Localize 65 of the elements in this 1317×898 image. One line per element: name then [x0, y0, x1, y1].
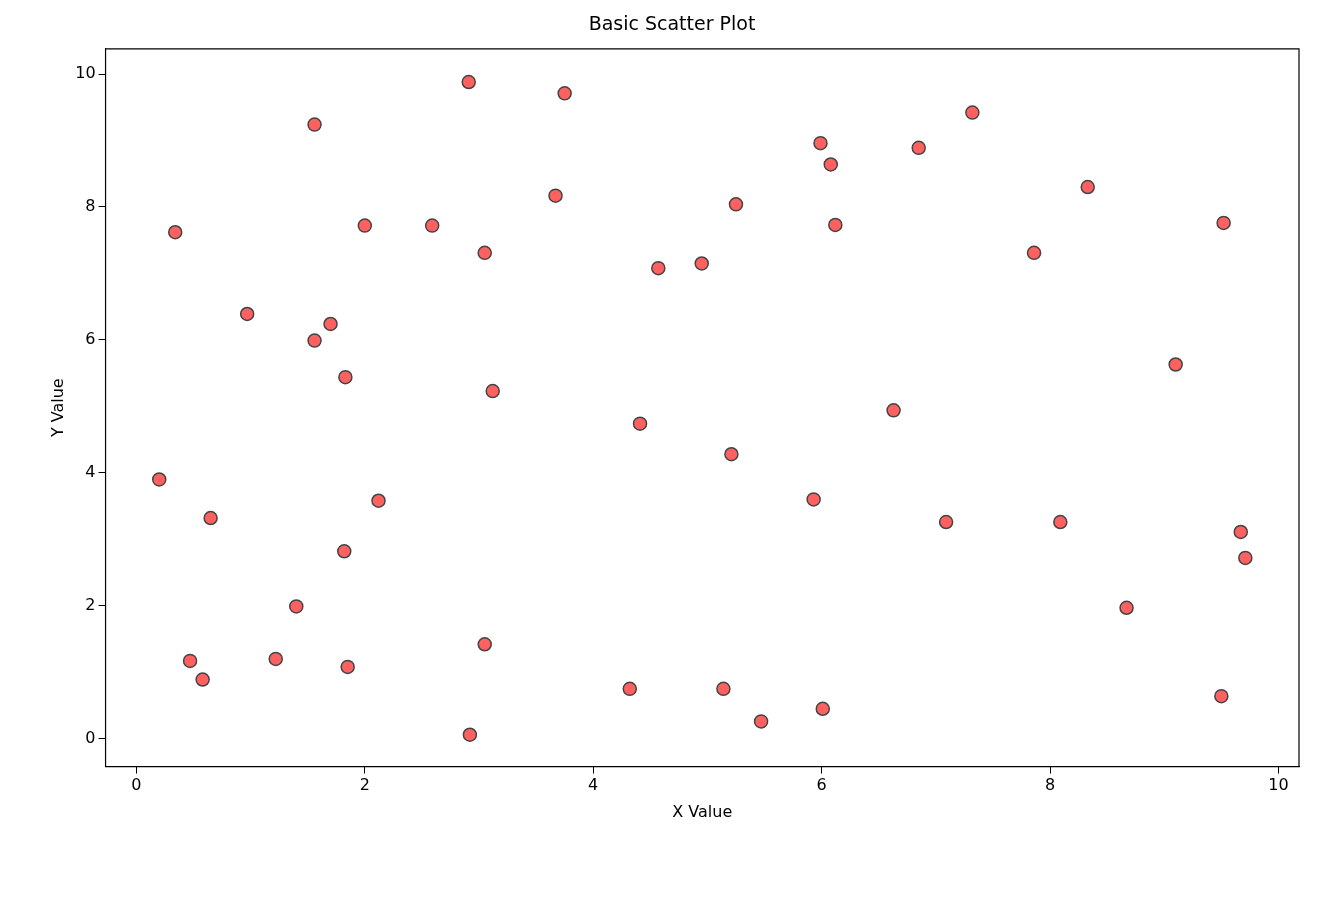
point	[1214, 688, 1229, 704]
point	[965, 105, 980, 120]
point	[823, 157, 839, 172]
point	[911, 140, 926, 156]
point	[938, 514, 954, 530]
point	[622, 681, 638, 697]
point	[151, 472, 167, 487]
point	[724, 446, 739, 462]
point	[1053, 514, 1068, 530]
point	[337, 544, 352, 559]
x-tick-label: 8	[1044, 775, 1056, 795]
x-tick-label: 2	[359, 775, 370, 795]
point	[167, 224, 183, 240]
point	[195, 672, 210, 687]
point	[548, 188, 563, 203]
point	[424, 218, 440, 233]
point	[239, 306, 255, 322]
point	[815, 701, 831, 717]
point	[461, 74, 476, 90]
y-tick-label: 4	[85, 461, 96, 481]
point	[307, 333, 322, 348]
y-tick-label: 0	[85, 727, 96, 747]
point	[268, 651, 283, 667]
chart-title: Basic Scatter Plot	[588, 12, 756, 35]
y-tick-label: 6	[85, 329, 96, 349]
point	[485, 383, 500, 399]
point	[1238, 550, 1253, 566]
point	[716, 681, 731, 697]
x-tick-label: 0	[131, 775, 142, 795]
y-tick-label: 10	[75, 63, 96, 83]
point	[203, 510, 218, 526]
x-tick-label: 6	[816, 775, 827, 795]
point	[694, 256, 709, 271]
point	[338, 369, 353, 385]
point	[886, 403, 901, 418]
point	[477, 245, 492, 261]
point	[806, 492, 821, 507]
point	[340, 659, 355, 675]
point	[357, 218, 373, 233]
point	[753, 714, 769, 729]
point	[813, 135, 828, 151]
point	[557, 86, 572, 101]
point	[632, 416, 648, 431]
x-axis-title: X Value	[672, 801, 733, 821]
point	[1216, 215, 1231, 231]
point	[728, 197, 744, 212]
x-tick-label: 4	[588, 775, 599, 795]
point	[1080, 179, 1095, 195]
point	[1233, 524, 1249, 540]
point	[323, 316, 338, 332]
point	[477, 637, 492, 652]
point	[182, 653, 198, 669]
y-axis-title: Y Value	[47, 378, 67, 439]
point	[1168, 357, 1183, 372]
y-tick-label: 2	[85, 594, 96, 614]
point	[289, 599, 304, 614]
point	[371, 493, 386, 508]
point	[651, 260, 666, 276]
point	[1026, 245, 1042, 261]
point	[1119, 600, 1134, 615]
point	[462, 727, 478, 742]
y-tick-label: 8	[85, 196, 96, 216]
x-tick-label: 10	[1268, 775, 1289, 795]
point	[828, 217, 843, 233]
point	[307, 117, 322, 132]
